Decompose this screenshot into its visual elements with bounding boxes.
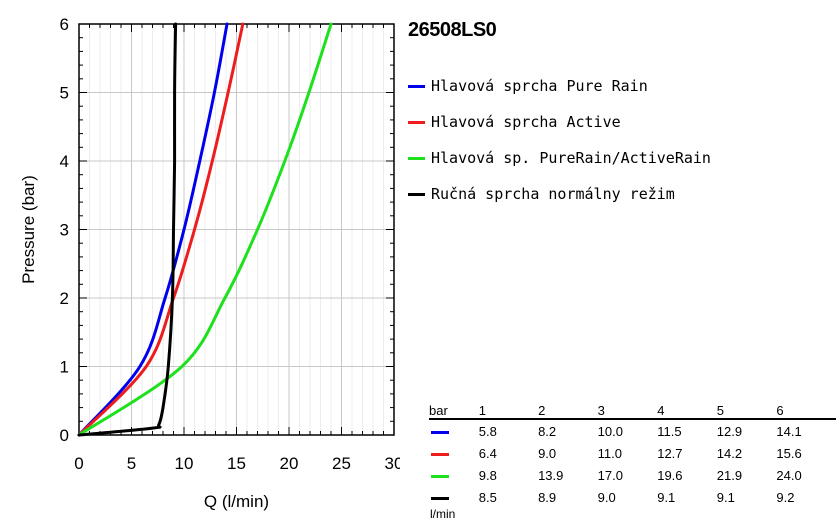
legend-swatch-hand-shower	[408, 192, 425, 196]
table-cell: 19.6	[657, 467, 683, 483]
legend-label-pure-active-rain: Hlavová sp. PureRain/ActiveRain	[431, 149, 711, 167]
y-tick-label: 6	[60, 15, 69, 34]
series-line-pure-active-rain	[77, 22, 333, 437]
table-row-swatch-cell	[429, 442, 479, 464]
table-cell: 6.4	[478, 445, 497, 461]
table-cell: 10.0	[597, 423, 623, 439]
table-cell: 17.0	[597, 467, 623, 483]
chart-title: 26508LS0	[408, 19, 497, 41]
series-line-pure-rain	[77, 22, 229, 437]
x-tick-label: 10	[175, 454, 194, 473]
legend-swatch-pure-rain	[408, 84, 425, 88]
x-tick-label: 15	[227, 454, 246, 473]
table-cell: 14.1	[776, 423, 802, 439]
table-unit-bar: bar	[429, 402, 479, 420]
legend-swatch-pure-active-rain	[408, 156, 425, 160]
table-cell: 13.9	[538, 467, 564, 483]
row-swatch-black	[431, 496, 449, 500]
table-header-cell: 3	[597, 402, 658, 420]
table-row-swatch-cell	[429, 464, 479, 486]
x-tick-label: 5	[127, 454, 136, 473]
table-cell: 21.9	[716, 467, 743, 483]
y-tick-label: 4	[60, 152, 69, 171]
row-swatch-green	[431, 474, 449, 478]
table-cell: 9.1	[657, 489, 676, 505]
table-row-swatch-cell	[429, 419, 479, 442]
row-swatch-red	[431, 452, 449, 456]
table-row: 8.5 8.9 9.0 9.1 9.1 9.2	[429, 486, 836, 508]
table-cell: 8.2	[538, 423, 557, 439]
table-header-cell: 1	[478, 402, 539, 420]
legend-label-hand-shower: Ručná sprcha normálny režim	[431, 185, 675, 203]
table-cell: 5.8	[478, 423, 497, 439]
table-header-cell: 6	[776, 402, 836, 420]
table-header-cell: 4	[657, 402, 717, 420]
table-cell: 12.7	[657, 445, 683, 461]
table-unit-lmin: l/min	[430, 507, 456, 521]
table-header-cell: 2	[538, 402, 598, 420]
table-cell: 12.9	[716, 423, 743, 439]
y-tick-label: 0	[60, 426, 69, 445]
table-row: 9.8 13.9 17.0 19.6 21.9 24.0	[429, 464, 836, 486]
y-axis-label: Pressure (bar)	[19, 175, 38, 284]
table-header-cell: 5	[716, 402, 777, 420]
row-swatch-blue	[431, 430, 449, 434]
legend-label-pure-rain: Hlavová sprcha Pure Rain	[431, 77, 648, 95]
pressure-flow-chart: 0 5 10 15 20 25 30 0 1 2 3 4 5 6 Q (l/min) Pressure (ba…	[19, 15, 400, 511]
table-cell: 9.8	[478, 467, 497, 483]
table-row: 6.4 9.0 11.0 12.7 14.2 15.6	[429, 442, 836, 464]
x-axis-label: Q (l/min)	[204, 492, 269, 511]
legend-item-pure-rain: Hlavová sprcha Pure Rain	[408, 68, 711, 104]
table-cell: 11.0	[597, 445, 622, 461]
legend-item-hand-shower: Ručná sprcha normálny režim	[408, 176, 711, 212]
y-tick-label: 5	[60, 84, 69, 103]
x-tick-label: 20	[280, 454, 299, 473]
legend-item-active: Hlavová sprcha Active	[408, 104, 711, 140]
x-tick-label: 0	[74, 454, 83, 473]
table-row: 5.8 8.2 10.0 11.5 12.9 14.1	[429, 419, 836, 442]
legend-label-active: Hlavová sprcha Active	[431, 113, 621, 131]
table-cell: 9.0	[597, 489, 616, 505]
table-cell: 15.6	[776, 445, 802, 461]
y-tick-label: 3	[60, 221, 69, 240]
y-tick-label: 1	[60, 358, 69, 377]
y-tick-label: 2	[60, 289, 69, 308]
table-cell: 9.2	[776, 489, 795, 505]
table-cell: 9.0	[538, 445, 557, 461]
x-tick-label: 25	[332, 454, 351, 473]
table-cell: 8.9	[538, 489, 557, 505]
series-line-active	[77, 22, 245, 437]
table-cell: 24.0	[776, 467, 802, 483]
table-cell: 14.2	[716, 445, 743, 461]
table-cell: 8.5	[478, 489, 497, 505]
legend: Hlavová sprcha Pure Rain Hlavová sprcha …	[408, 68, 711, 212]
flow-rate-table: bar 1 2 3 4 5 6 5.8 8.2 10.0 11.5 12.9 1…	[429, 402, 836, 508]
table-header-row: bar 1 2 3 4 5 6	[429, 402, 836, 420]
table-cell: 9.1	[716, 489, 735, 505]
table-cell: 11.5	[657, 423, 682, 439]
series-line-hand-shower	[77, 22, 178, 437]
legend-item-pure-active-rain: Hlavová sp. PureRain/ActiveRain	[408, 140, 711, 176]
table-row-swatch-cell	[429, 486, 479, 508]
legend-swatch-active	[408, 120, 425, 124]
x-tick-label: 30	[385, 454, 400, 473]
